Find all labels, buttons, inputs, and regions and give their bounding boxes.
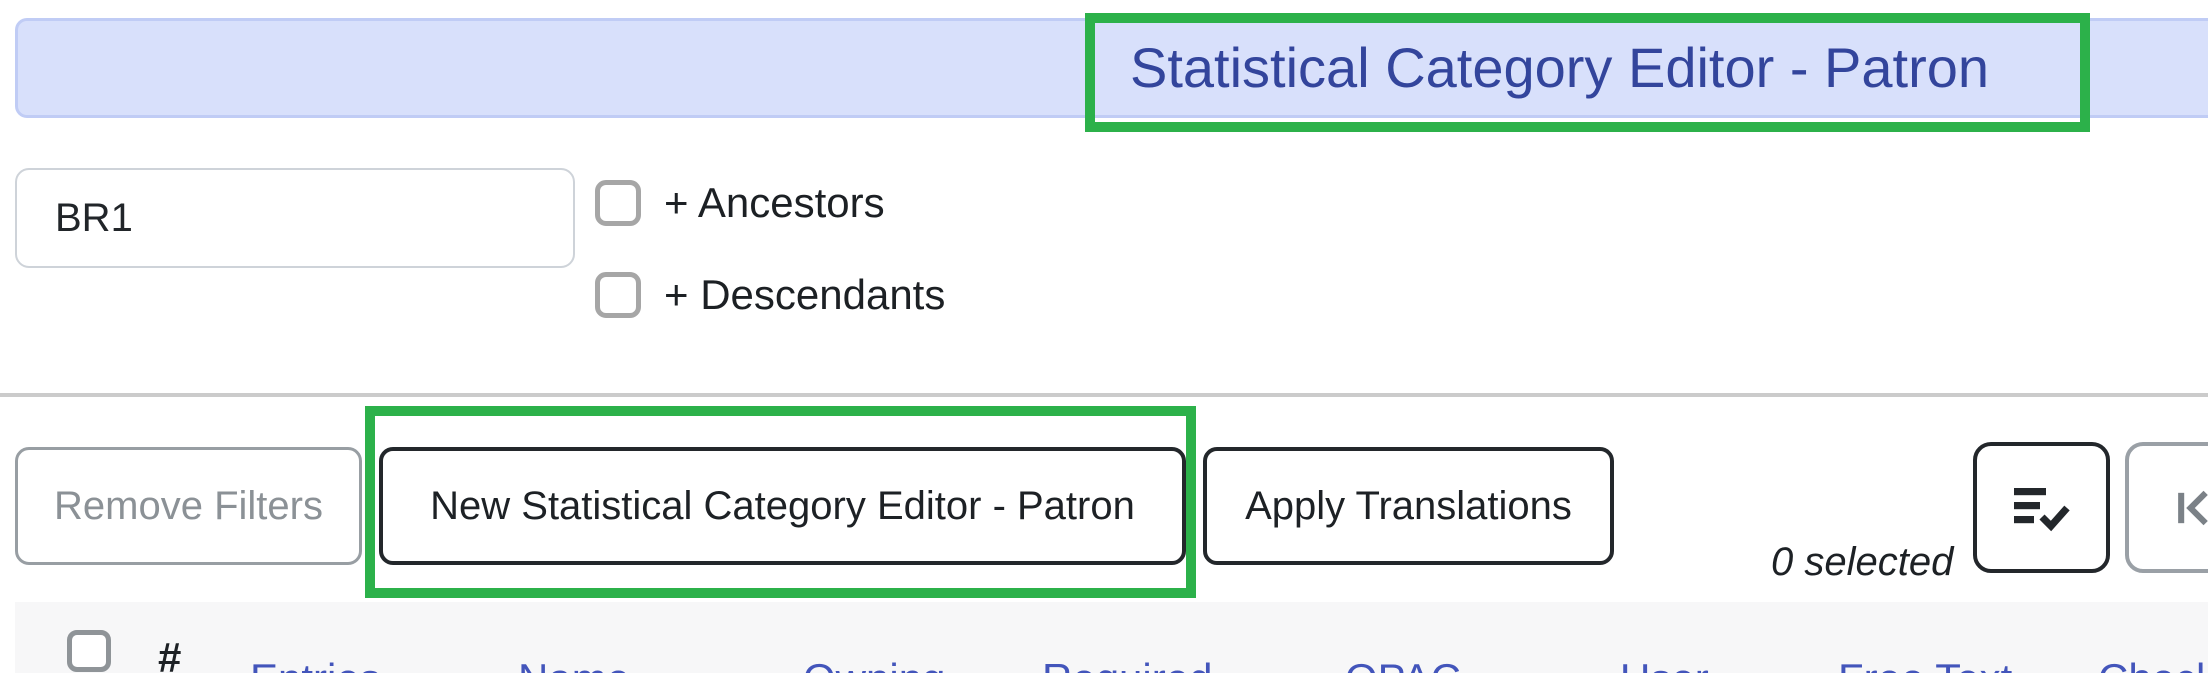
org-unit-filter-input[interactable]	[15, 168, 575, 268]
descendants-label: + Descendants	[664, 271, 946, 318]
first-page-button[interactable]	[2125, 442, 2208, 573]
grid-header-row: # Entries Name Owning Required OPAC User…	[15, 602, 2208, 673]
section-divider	[0, 393, 2208, 397]
first-page-icon	[2177, 490, 2208, 525]
row-number-header: #	[158, 634, 182, 673]
column-header-user[interactable]: User	[1620, 655, 1709, 673]
column-header-opac[interactable]: OPAC	[1345, 655, 1461, 673]
remove-filters-button[interactable]: Remove Filters	[15, 447, 362, 565]
select-all-checkbox[interactable]	[67, 630, 111, 672]
column-header-free-text[interactable]: Free Text	[1838, 655, 2012, 673]
descendants-checkbox[interactable]	[595, 272, 641, 318]
title-banner: Statistical Category Editor - Patron	[15, 18, 2208, 118]
column-header-required[interactable]: Required	[1042, 655, 1212, 673]
column-header-entries[interactable]: Entries	[250, 655, 381, 673]
ancestors-label: + Ancestors	[664, 179, 885, 226]
column-header-check[interactable]: Check	[2098, 655, 2208, 673]
ancestors-checkbox[interactable]	[595, 180, 641, 226]
row-actions-button[interactable]	[1973, 442, 2110, 573]
selected-count-status: 0 selected	[1771, 540, 1954, 584]
column-header-owning[interactable]: Owning	[803, 655, 945, 673]
new-statcat-button[interactable]: New Statistical Category Editor - Patron	[379, 447, 1186, 565]
page-title: Statistical Category Editor - Patron	[1130, 36, 1990, 99]
apply-translations-button[interactable]: Apply Translations	[1203, 447, 1614, 565]
list-check-icon	[2013, 487, 2070, 531]
column-header-name[interactable]: Name	[518, 655, 630, 673]
